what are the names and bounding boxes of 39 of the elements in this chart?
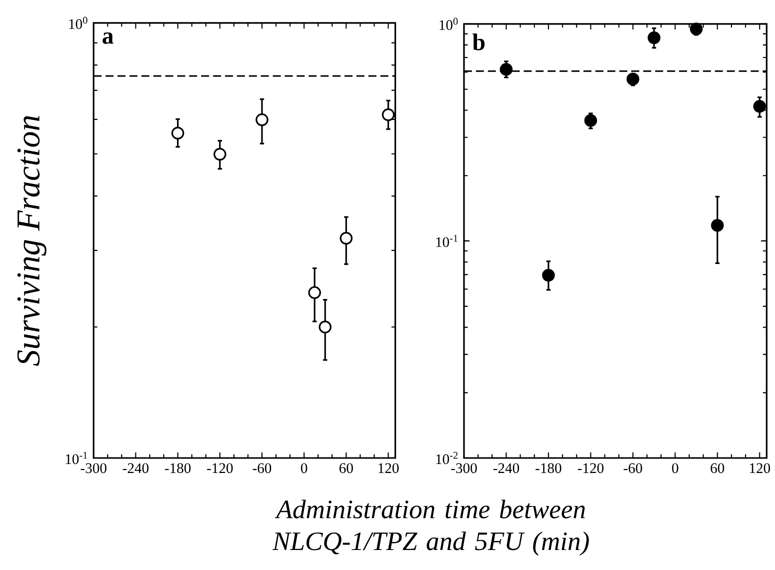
point — [648, 32, 660, 44]
x-tick-label: 120 — [378, 463, 399, 474]
y-tick-label: 10$^{-1}$ — [66, 452, 88, 464]
x-tick-label: 0 — [300, 463, 308, 474]
x-tick-label: -120 — [207, 463, 233, 474]
point — [318, 320, 332, 334]
chart-title: b — [472, 34, 485, 51]
y-tick-label: 10$^{-1}$ — [436, 235, 458, 248]
point — [382, 108, 395, 122]
point — [626, 72, 640, 86]
point — [171, 127, 184, 140]
point — [711, 219, 724, 232]
point — [584, 114, 598, 128]
x-tick-label: -240 — [122, 463, 149, 474]
y-tick-label: 10$^{0}$ — [69, 17, 88, 30]
x-tick-label: -60 — [252, 463, 272, 474]
x-tick-label: -300 — [451, 463, 477, 474]
point — [500, 63, 513, 76]
x-tick-label: 0 — [672, 463, 678, 474]
point — [256, 114, 268, 126]
x-tick-label: 60 — [710, 463, 724, 474]
chart-title: a — [102, 32, 114, 44]
x-tick-label: -120 — [578, 463, 604, 474]
x-tick-label: 60 — [339, 463, 353, 474]
x-tick-label: -180 — [536, 463, 562, 474]
x-tick-label: 120 — [750, 463, 770, 474]
x-tick-label: -60 — [624, 463, 642, 474]
point — [214, 148, 226, 161]
y-tick-label: 10$^{-2}$ — [436, 452, 458, 464]
point — [690, 22, 703, 36]
point — [542, 269, 555, 282]
y-axis-title: Surviving Fraction — [17, 116, 46, 366]
point — [340, 232, 353, 245]
point — [308, 286, 321, 300]
x-tick-label: -240 — [493, 463, 520, 474]
x-tick-label: -180 — [164, 463, 191, 474]
x-tick-label: -300 — [80, 463, 106, 474]
y-tick-label: 10$^{0}$ — [440, 18, 458, 30]
x-axis-title: Administration time between NLCQ-1/TPZ and 5FU (min) — [272, 500, 589, 556]
